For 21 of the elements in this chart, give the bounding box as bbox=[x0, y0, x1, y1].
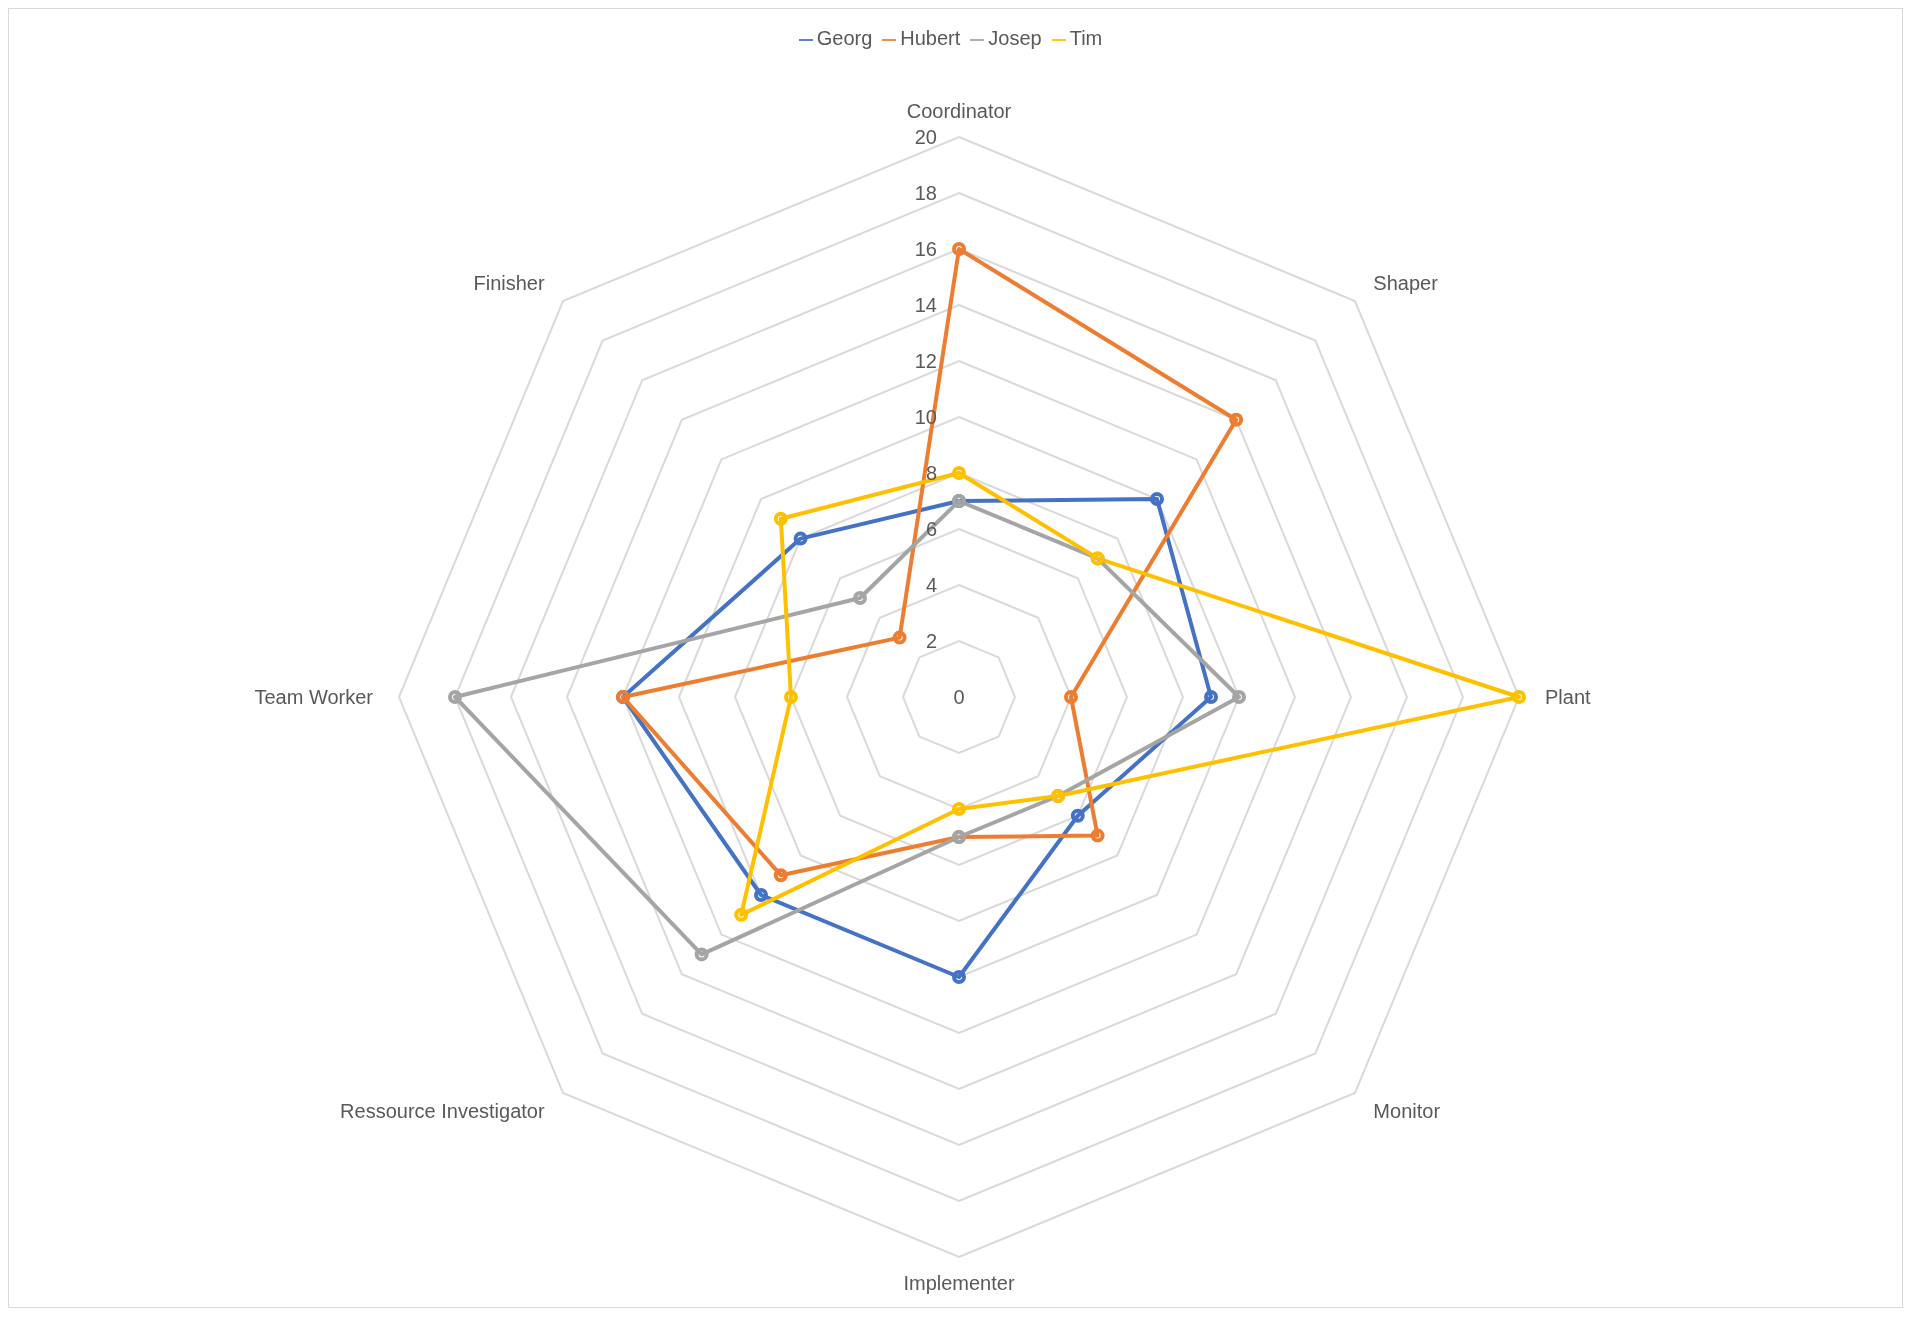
spoke-label: Plant bbox=[1545, 686, 1592, 708]
y-tick-label: 14 bbox=[914, 294, 937, 316]
legend-label: Hubert bbox=[900, 27, 961, 49]
y-tick-label: 2 bbox=[925, 630, 937, 652]
spoke-label: Ressource Investigator bbox=[340, 1100, 545, 1123]
spoke-label: Coordinator bbox=[906, 100, 1012, 122]
y-tick-label: 6 bbox=[925, 518, 937, 540]
y-tick-label: 4 bbox=[925, 574, 937, 596]
y-tick-label: 0 bbox=[953, 686, 965, 708]
spoke-label: Team Worker bbox=[254, 686, 374, 708]
y-tick-label: 16 bbox=[914, 238, 937, 260]
legend-label: Georg bbox=[816, 27, 873, 49]
y-tick-label: 12 bbox=[914, 350, 937, 372]
y-tick-label: 18 bbox=[914, 182, 937, 204]
y-tick-label: 20 bbox=[914, 126, 937, 148]
spoke-label: Finisher bbox=[473, 271, 545, 294]
spoke-label: Monitor bbox=[1373, 1100, 1441, 1123]
spoke-label: Shaper bbox=[1373, 271, 1439, 294]
legend-label: Josep bbox=[988, 27, 1042, 49]
spoke-label: Implementer bbox=[903, 1272, 1015, 1294]
legend-label: Tim bbox=[1069, 27, 1103, 49]
